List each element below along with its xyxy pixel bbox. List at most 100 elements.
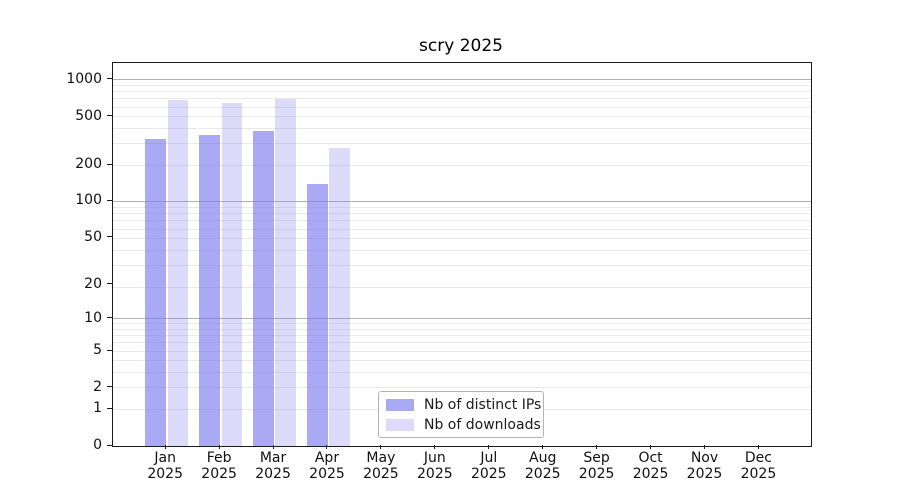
x-tick-label: Jul 2025	[457, 450, 521, 482]
gridline-minor	[113, 286, 811, 288]
x-tick-month: Feb	[206, 450, 232, 466]
x-tick-year: 2025	[632, 465, 669, 482]
gridline-minor	[113, 98, 811, 100]
x-tick-mark	[650, 445, 652, 449]
bar-ips-apr	[306, 183, 328, 446]
gridline-minor	[113, 116, 811, 118]
bar-downloads-mar	[275, 98, 297, 446]
x-tick-label: Nov 2025	[673, 450, 737, 482]
gridline-minor	[113, 128, 811, 130]
plot-area	[112, 62, 812, 447]
x-tick-mark	[596, 445, 598, 449]
legend-swatch-downloads-icon	[386, 418, 414, 431]
x-tick-mark	[704, 445, 705, 449]
x-tick-year: 2025	[363, 465, 399, 482]
y-tick-mark	[107, 407, 112, 409]
x-tick-month: Jun	[423, 450, 446, 466]
bar-downloads-jan	[167, 99, 189, 446]
legend-label-downloads: Nb of downloads	[424, 416, 541, 433]
y-tick-label: 100	[75, 192, 102, 209]
x-tick-mark	[380, 445, 382, 449]
y-tick-label: 1000	[66, 70, 102, 87]
y-tick-mark	[107, 163, 112, 165]
gridline-minor	[113, 106, 811, 108]
x-tick-month: Dec	[744, 450, 772, 466]
bar-downloads-apr	[329, 148, 350, 446]
bar-downloads-feb	[221, 102, 243, 446]
x-tick-month: Mar	[259, 450, 287, 466]
y-tick-mark	[107, 78, 112, 80]
x-tick-label: Sep 2025	[565, 450, 629, 482]
y-tick-label: 500	[75, 107, 102, 124]
gridline-minor	[113, 91, 811, 93]
y-tick-mark	[107, 283, 112, 285]
chart-title: scry 2025	[419, 36, 503, 56]
x-tick-mark	[272, 445, 274, 449]
y-tick-label: 200	[75, 156, 102, 172]
y-tick-label: 20	[84, 275, 102, 292]
x-tick-label: Dec 2025	[726, 450, 790, 482]
x-tick-label: Aug 2025	[511, 450, 575, 482]
x-tick-mark	[218, 445, 220, 449]
gridline-minor	[113, 387, 811, 389]
x-tick-label: Apr 2025	[295, 450, 359, 482]
x-tick-year: 2025	[201, 465, 237, 482]
gridline-minor	[113, 143, 811, 145]
x-tick-label: Oct 2025	[619, 450, 683, 482]
x-tick-mark	[326, 445, 328, 449]
gridline-minor	[113, 250, 811, 252]
x-tick-mark	[434, 445, 436, 449]
legend: Nb of distinct IPs Nb of downloads	[378, 391, 544, 438]
x-tick-month: Oct	[638, 450, 663, 466]
legend-item-distinct-ips: Nb of distinct IPs	[386, 397, 541, 413]
x-tick-year: 2025	[524, 465, 561, 482]
legend-swatch-distinct-ips-icon	[386, 398, 414, 411]
x-tick-year: 2025	[740, 465, 777, 482]
x-tick-mark	[164, 445, 166, 449]
x-tick-label: Jan 2025	[133, 450, 197, 482]
gridline-minor	[113, 220, 811, 222]
bar-ips-jan	[145, 138, 166, 446]
x-tick-month: Aug	[529, 450, 557, 466]
x-tick-label: May 2025	[349, 450, 413, 482]
gridline-minor	[113, 228, 811, 230]
gridline-major	[113, 79, 811, 81]
gridline-minor	[113, 350, 811, 352]
y-tick-label: 0	[93, 437, 102, 453]
y-tick-mark	[107, 115, 112, 117]
y-tick-mark	[107, 444, 112, 446]
legend-item-downloads: Nb of downloads	[386, 417, 541, 433]
gridline-minor	[113, 85, 811, 87]
gridline-minor	[113, 238, 811, 240]
y-tick-label: 50	[84, 228, 102, 245]
x-tick-year: 2025	[417, 465, 453, 482]
x-tick-month: Jan	[154, 450, 176, 466]
x-tick-month: Jul	[480, 450, 498, 466]
x-tick-label: Feb 2025	[187, 450, 251, 482]
gridline-minor	[113, 335, 811, 337]
gridline-minor	[113, 323, 811, 325]
gridline-major	[113, 318, 811, 320]
x-tick-mark	[542, 445, 544, 449]
y-tick-mark	[107, 349, 112, 351]
x-tick-mark	[757, 445, 759, 449]
gridline-minor	[113, 342, 811, 344]
gridline-minor	[113, 213, 811, 215]
y-tick-label: 5	[93, 342, 102, 359]
x-tick-year: 2025	[470, 465, 507, 482]
x-tick-year: 2025	[147, 465, 183, 482]
x-tick-label: Mar 2025	[241, 450, 305, 482]
y-tick-label: 1	[93, 400, 102, 417]
y-tick-label: 2	[93, 378, 102, 395]
gridline-minor	[113, 265, 811, 267]
gridline-minor	[113, 372, 811, 374]
y-tick-mark	[107, 236, 112, 238]
x-tick-month: May	[366, 450, 396, 466]
x-tick-month: Sep	[583, 450, 610, 466]
gridline-minor	[113, 207, 811, 209]
gridline-minor	[113, 201, 811, 203]
gridline-minor	[113, 360, 811, 362]
x-tick-year: 2025	[578, 465, 615, 482]
gridline-minor	[113, 164, 811, 166]
